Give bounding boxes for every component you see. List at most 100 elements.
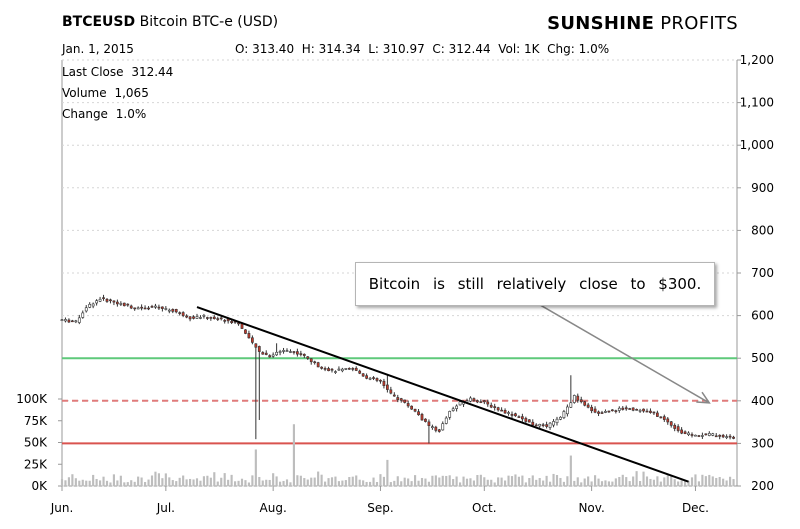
candle-body (631, 407, 635, 411)
volume-bar (268, 479, 271, 486)
volume-bar (690, 477, 694, 486)
volume-bar (434, 475, 437, 486)
volume-bar (673, 479, 676, 486)
volume-bar (524, 482, 527, 486)
volume-bar (168, 477, 171, 486)
candle-body (555, 418, 559, 424)
candle-body (84, 307, 88, 312)
candle-body (493, 406, 497, 408)
volume-bar (424, 478, 427, 486)
candle-body (181, 312, 185, 316)
candle-body (88, 303, 92, 308)
volume-bar (393, 480, 396, 486)
volume-bar (157, 473, 160, 486)
volume-bar (476, 474, 479, 486)
candle-body (302, 353, 306, 356)
candle-body (171, 309, 175, 312)
volume-bar (126, 482, 129, 486)
candle-body (143, 307, 147, 310)
candle-body (67, 319, 71, 323)
volume-bar (507, 475, 510, 486)
month-tick-label: Aug. (260, 501, 287, 515)
ohlc-readout: O: 313.40 H: 314.34 L: 310.97 C: 312.44 … (235, 42, 610, 56)
candle-body (316, 362, 320, 368)
volume-bar (535, 479, 538, 486)
candle-body (538, 424, 542, 427)
candle-body (95, 300, 98, 304)
candle-body (534, 424, 538, 427)
candle-body (607, 410, 611, 413)
price-tick-label: 1,000 (740, 138, 774, 152)
candle-body (427, 421, 431, 426)
volume-bar (621, 474, 624, 486)
candle-body (195, 316, 199, 319)
candle-body (600, 412, 604, 414)
annotation-callout: Bitcoin is still relatively close to $30… (355, 262, 715, 306)
volume-bar (109, 482, 112, 486)
candle-body (590, 406, 593, 412)
candle-body (105, 298, 109, 302)
volume-bar (417, 480, 420, 486)
month-tick-label: Sep. (367, 501, 393, 515)
candle-body (444, 417, 448, 424)
downtrend-line (196, 306, 689, 483)
candle-body (167, 309, 171, 312)
volume-bar (182, 475, 185, 486)
candle-body (306, 356, 310, 359)
candle-body (527, 419, 531, 423)
candle-body (514, 413, 517, 417)
volume-bar (154, 471, 157, 486)
change-label: Change (62, 107, 108, 121)
candle-body (410, 405, 413, 410)
candle-body (572, 395, 576, 403)
volume-bar (538, 478, 541, 486)
candle-body (399, 398, 403, 401)
volume-bar (344, 480, 347, 486)
change-value: 1.0% (115, 107, 147, 121)
volume-bar (642, 471, 645, 486)
volume-bar (88, 480, 91, 486)
candle-body (683, 431, 687, 434)
volume-bar (576, 477, 579, 486)
candle-body (74, 320, 78, 323)
volume-bar (462, 476, 465, 486)
volume-bar (587, 476, 590, 486)
candle-body (275, 351, 278, 356)
candle-body (458, 401, 462, 406)
candle-body (150, 306, 154, 308)
volume-bar (490, 479, 493, 486)
candle-body (347, 368, 351, 370)
candle-body (344, 368, 348, 370)
volume-bar (472, 480, 475, 486)
candle-body (680, 429, 683, 434)
volume-bar (85, 480, 88, 486)
volume-tick-label: 50K (24, 436, 48, 450)
volume-bar (493, 482, 496, 486)
price-tick-label: 800 (751, 223, 774, 237)
volume-bar (645, 476, 649, 486)
candle-body (278, 351, 282, 353)
candle-body (725, 436, 728, 438)
candle-body (230, 321, 233, 324)
volume-bar (372, 477, 375, 486)
candle-body (403, 399, 407, 403)
volume-bar (386, 459, 389, 486)
volume-bar (341, 480, 344, 486)
candle-body (372, 377, 375, 379)
annotation-arrow (532, 300, 710, 404)
volume-bar (614, 478, 617, 486)
candle-body (482, 400, 486, 403)
candle-body (649, 410, 652, 413)
candle-body (413, 408, 417, 412)
candle-body (157, 306, 161, 309)
volume-bar (330, 477, 334, 486)
volume-bar (116, 480, 119, 486)
volume-bar (483, 477, 486, 486)
volume-bar (147, 479, 150, 486)
volume-bar (701, 474, 704, 486)
candle-body (81, 312, 85, 318)
volume-bar (635, 471, 638, 486)
candle-body (503, 410, 507, 414)
volume-bar (618, 476, 621, 486)
candle-body (562, 411, 566, 419)
